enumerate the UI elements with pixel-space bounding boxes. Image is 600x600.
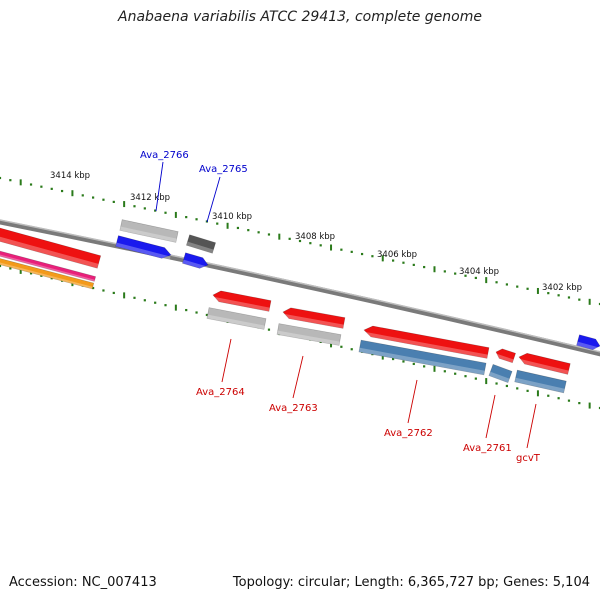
gene-left-pink bbox=[0, 250, 97, 282]
gene-label: Ava_2766 bbox=[140, 150, 189, 161]
gene-label: Ava_2764 bbox=[196, 387, 245, 398]
gene-features bbox=[0, 219, 600, 394]
gene-ava2762-steel-shine bbox=[358, 347, 485, 375]
gene-label: Ava_2761 bbox=[463, 443, 512, 454]
gene-ava2765-gray bbox=[186, 234, 216, 254]
backbone-highlight bbox=[0, 219, 600, 353]
scale-label: 3408 kbp bbox=[295, 232, 335, 242]
gene-ava2763-gray bbox=[276, 323, 342, 346]
gene-ava2761-steel-shine bbox=[488, 371, 510, 383]
leader-line bbox=[292, 355, 304, 399]
gene-ava2765-shine bbox=[182, 259, 208, 271]
gene-ava2761 bbox=[495, 348, 516, 364]
gene-ava2766-shine bbox=[115, 242, 171, 261]
scale-label: 3402 kbp bbox=[542, 283, 582, 293]
leader-line bbox=[407, 379, 418, 424]
gene-ava2761-shine bbox=[494, 353, 514, 363]
gene-right-blue-shine bbox=[576, 341, 600, 352]
gene-ava2764-shine bbox=[211, 296, 270, 312]
gene-label: Ava_2763 bbox=[269, 403, 318, 414]
leader-line bbox=[155, 161, 164, 212]
gene-left-orange-shine bbox=[0, 262, 93, 289]
scale-label: 3404 kbp bbox=[459, 267, 499, 277]
scale-labels: 3414 kbp 3412 kbp 3410 kbp 3408 kbp 3406 kbp… bbox=[50, 171, 582, 293]
gene-gcvT-steel-shine bbox=[514, 377, 565, 393]
gene-ava2766 bbox=[115, 235, 172, 259]
genome-stats-text: Topology: circular; Length: 6,365,727 bp… bbox=[232, 575, 590, 590]
gene-ava2766-gray bbox=[119, 219, 179, 243]
backbone-line bbox=[0, 219, 600, 357]
gene-gcvT-shine bbox=[517, 358, 569, 375]
gene-ava2765-gray-shine bbox=[186, 241, 214, 254]
scale-label: 3406 kbp bbox=[377, 250, 417, 260]
gene-left-red bbox=[0, 227, 102, 269]
gene-ava2765 bbox=[182, 252, 209, 269]
gene-right-blue bbox=[576, 334, 600, 351]
leader-line bbox=[221, 338, 232, 383]
leader-line bbox=[485, 394, 496, 439]
leader-line bbox=[526, 403, 537, 449]
gene-labels: Ava_2766 Ava_2765 Ava_2764 Ava_2763 Ava_2762… bbox=[140, 150, 541, 464]
gene-left-red-shine bbox=[0, 236, 99, 269]
gene-ava2763-shine bbox=[282, 313, 344, 329]
gene-ava2763 bbox=[282, 307, 346, 329]
gene-gcvT-steel bbox=[514, 369, 567, 394]
gene-left-orange bbox=[0, 258, 95, 290]
scale-label: 3410 kbp bbox=[212, 212, 252, 222]
gene-ava2764-gray-shine bbox=[206, 314, 265, 330]
gene-ava2766-gray-shine bbox=[119, 226, 177, 243]
leader-line bbox=[206, 176, 221, 223]
scale-label: 3412 kbp bbox=[130, 193, 170, 203]
gene-ava2764 bbox=[212, 290, 272, 312]
scale-label: 3414 kbp bbox=[50, 171, 90, 181]
map-title: Anabaena variabilis ATCC 29413, complete… bbox=[118, 9, 482, 25]
gene-left-pink-shine bbox=[0, 254, 95, 282]
gene-ava2763-gray-shine bbox=[277, 330, 340, 346]
gene-label: gcvT bbox=[516, 453, 541, 464]
gene-gcvT bbox=[518, 352, 571, 375]
gene-label: Ava_2762 bbox=[384, 428, 433, 439]
gene-ava2762-steel bbox=[358, 339, 487, 376]
accession-text: Accession: NC_007413 bbox=[9, 575, 157, 590]
gene-ava2761-steel bbox=[488, 363, 513, 384]
gene-label: Ava_2765 bbox=[199, 164, 248, 175]
gene-ava2762 bbox=[363, 325, 490, 359]
gene-ava2764-gray bbox=[206, 307, 267, 330]
genome-backbone bbox=[0, 219, 600, 357]
gene-ava2762-shine bbox=[362, 331, 488, 359]
